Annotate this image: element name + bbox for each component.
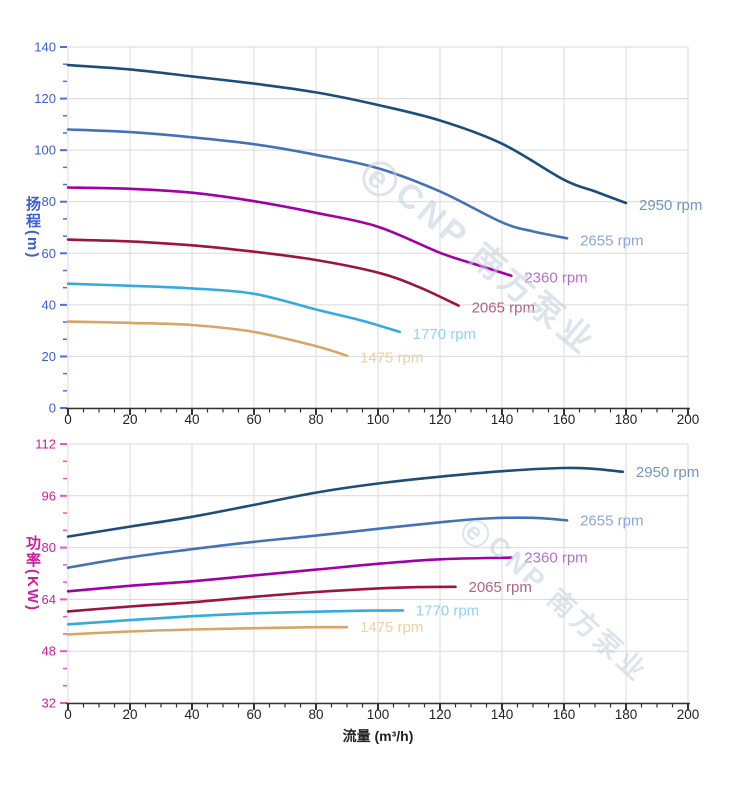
head-curves-y-tick-label: 100 <box>34 143 56 158</box>
power-curves-label-1475: 1475 rpm <box>360 619 423 636</box>
head-curves-label-2950: 2950 rpm <box>639 197 702 214</box>
power-curves-curve-1475 <box>66 625 349 636</box>
power-curves-y-tick-label: 64 <box>42 592 56 607</box>
power-curves-x-tick-label: 60 <box>246 707 261 722</box>
power-curves-x-tick-label: 120 <box>429 707 452 722</box>
power-curves-x-tick-label: 200 <box>677 707 700 722</box>
head-curves-y-tick-label: 20 <box>42 349 56 364</box>
head-curves-x-tick-label: 0 <box>64 412 72 427</box>
head-curves-x-tick-label: 60 <box>246 412 261 427</box>
head-curves-y-tick-label: 80 <box>42 194 56 209</box>
power-curves-series: 2950 rpm 2655 rpm 2360 rpm 2065 rpm 1770 rpm… <box>66 464 699 636</box>
power-curves-label-2065: 2065 rpm <box>469 579 532 596</box>
power-curves-curve-2360 <box>66 556 513 593</box>
head-curves-y-tick-label: 0 <box>49 401 56 416</box>
head-curves-y-tick-label: 60 <box>42 246 56 261</box>
head-curves-x-tick-label: 40 <box>184 412 199 427</box>
head-curves-y-tick-label: 140 <box>34 40 56 55</box>
power-curves-label-1770: 1770 rpm <box>416 602 479 619</box>
head-curves-y-tick-label: 40 <box>42 297 56 312</box>
power-curves-curve-2950 <box>66 466 625 538</box>
power-curves-curve-2655 <box>66 516 569 569</box>
power-curves-axes: 32 48 64 80 96 112 0 20 40 60 80 100 120 140 160 180 200 <box>35 437 699 723</box>
power-curves-label-2950: 2950 rpm <box>636 464 699 481</box>
power-curves-x-tick-label: 160 <box>553 707 576 722</box>
power-curves-label-2360: 2360 rpm <box>524 550 587 567</box>
flow-axis-title: 流量 (m³/h) <box>342 728 414 744</box>
head-curves-label-2655: 2655 rpm <box>580 232 643 249</box>
head-curves-x-tick-label: 160 <box>553 412 576 427</box>
power-curves-x-tick-label: 180 <box>615 707 638 722</box>
head-curves-label-2360: 2360 rpm <box>524 270 587 287</box>
head-axis-title: 扬程(m) <box>24 196 41 260</box>
power-curves-x-tick-label: 100 <box>367 707 390 722</box>
power-curves-label-2655: 2655 rpm <box>580 512 643 529</box>
head-curves-x-tick-label: 20 <box>122 412 137 427</box>
power-curves-y-tick-label: 48 <box>42 644 56 659</box>
power-curves-x-tick-label: 20 <box>122 707 137 722</box>
head-curves-x-tick-label: 80 <box>308 412 323 427</box>
head-curves-label-1770: 1770 rpm <box>413 326 476 343</box>
head-curves-series: 2950 rpm 2655 rpm 2360 rpm 2065 rpm 1770 rpm… <box>66 63 702 367</box>
power-axis-title: 功率(KW) <box>24 535 41 612</box>
head-curves-x-tick-label: 180 <box>615 412 638 427</box>
power-curves-x-tick-label: 140 <box>491 707 514 722</box>
head-curves-x-tick-label: 100 <box>367 412 390 427</box>
head-curves-curve-2950 <box>66 63 628 205</box>
head-curves-y-tick-label: 120 <box>34 91 56 106</box>
power-curves-y-tick-label: 80 <box>42 540 56 555</box>
power-curves-y-tick-label: 112 <box>35 437 56 452</box>
head-curves-curve-2655 <box>66 128 569 240</box>
power-curves-y-tick-label: 96 <box>42 488 56 503</box>
head-curves-curve-2360 <box>66 186 513 277</box>
power-curves-curve-1770 <box>66 609 405 626</box>
power-curves-x-tick-label: 80 <box>308 707 323 722</box>
power-curves-grid <box>67 443 689 704</box>
head-curves-axes: 0 20 40 60 80 100 120 140 0 20 40 60 80 100 120 140 160 1… <box>34 40 699 428</box>
power-curves-curve-2065 <box>66 585 457 613</box>
power-curves-x-tick-label: 40 <box>184 707 199 722</box>
power-curves-y-tick-label: 32 <box>42 696 56 711</box>
head-curves-x-tick-label: 140 <box>491 412 514 427</box>
head-curves-curve-1770 <box>66 282 401 334</box>
head-curves-label-1475: 1475 rpm <box>360 350 423 367</box>
head-curves-label-2065: 2065 rpm <box>472 300 535 317</box>
head-curves-curve-2065 <box>66 238 460 307</box>
head-curves-curve-1475 <box>66 320 349 357</box>
power-curves-x-tick-label: 0 <box>64 707 72 722</box>
head-curves-x-tick-label: 120 <box>429 412 452 427</box>
head-curves-x-tick-label: 200 <box>677 412 700 427</box>
